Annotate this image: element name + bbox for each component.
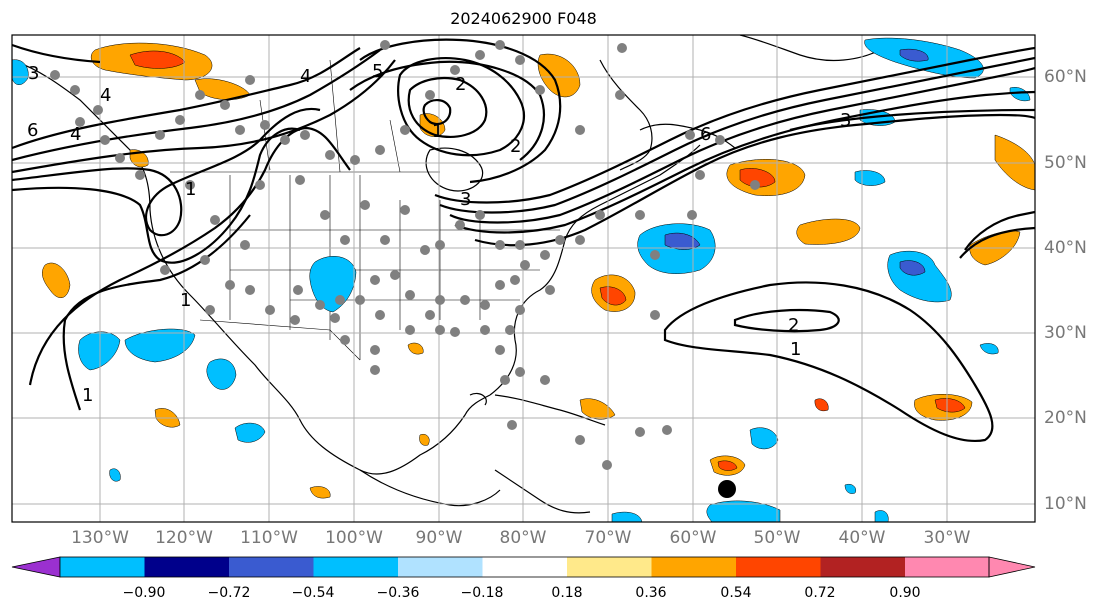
lon-label: 120°W — [155, 528, 213, 548]
coastlines — [12, 35, 881, 514]
contour-label: 1 — [790, 339, 801, 360]
contour-lines — [12, 38, 1035, 443]
contour-label: 2 — [455, 74, 466, 95]
lon-label: 50°W — [753, 528, 801, 548]
lat-label: 60°N — [1044, 67, 1087, 87]
colorbar-segment — [229, 557, 314, 577]
lon-label: 40°W — [838, 528, 886, 548]
colorbar-label: −0.54 — [291, 585, 335, 601]
contour-label: 3 — [840, 110, 851, 131]
colorbar-label: 0.36 — [635, 585, 667, 601]
contour-label: 1 — [82, 385, 93, 406]
contour-label: 2 — [788, 315, 799, 336]
weather-map: 3 4 5 2 1 6 4 3 1 2 1 2 1 6 3 1 4 — [11, 34, 1036, 523]
colorbar-low-extend — [11, 556, 61, 578]
lon-label: 130°W — [71, 528, 129, 548]
anomaly-shading — [12, 37, 1035, 522]
colorbar-segment — [60, 557, 145, 577]
contour-label: 3 — [28, 63, 39, 84]
contour-label: 1 — [185, 179, 196, 200]
contour-label: 4 — [100, 85, 111, 106]
colorbar-label: 0.72 — [804, 585, 836, 601]
contour-label: 3 — [460, 189, 471, 210]
lat-label: 10°N — [1044, 494, 1087, 514]
lon-label: 30°W — [923, 528, 971, 548]
lon-label: 100°W — [325, 528, 383, 548]
colorbar-segment — [398, 557, 483, 577]
contour-labels: 3 4 5 2 1 6 4 3 1 2 1 2 1 6 3 1 4 — [27, 61, 851, 406]
storm-center-marker — [718, 480, 736, 498]
colorbar-label: −0.18 — [460, 585, 504, 601]
station-dots — [50, 40, 760, 470]
colorbar-label: 0.54 — [720, 585, 752, 601]
lon-label: 90°W — [415, 528, 463, 548]
contour-label: 6 — [27, 120, 38, 141]
colorbar-segment — [905, 557, 989, 577]
lon-label: 80°W — [499, 528, 547, 548]
colorbar-label: −0.36 — [376, 585, 420, 601]
lon-label: 60°W — [669, 528, 717, 548]
contour-label: 6 — [700, 124, 711, 145]
colorbar-segment — [313, 557, 398, 577]
contour-label: 4 — [300, 66, 311, 87]
lat-label: 50°N — [1044, 153, 1087, 173]
colorbar-label: −0.72 — [207, 585, 251, 601]
contour-label: 1 — [180, 290, 191, 311]
colorbar-label: 0.90 — [889, 585, 921, 601]
lat-label: 40°N — [1044, 238, 1087, 258]
lat-label: 30°N — [1044, 323, 1087, 343]
colorbar-label: 0.18 — [551, 585, 583, 601]
lon-label: 70°W — [584, 528, 632, 548]
colorbar-segment — [567, 557, 652, 577]
colorbar-high-extend — [988, 556, 1036, 578]
lat-label: 20°N — [1044, 408, 1087, 428]
contour-label: 1 — [432, 121, 443, 142]
colorbar-label: −0.90 — [122, 585, 166, 601]
contour-label: 4 — [70, 124, 81, 145]
map-frame — [11, 34, 1036, 523]
colorbar-segment — [482, 557, 567, 577]
colorbar-segment — [820, 557, 905, 577]
colorbar-segment — [736, 557, 821, 577]
contour-label: 5 — [372, 61, 383, 82]
colorbar — [11, 556, 1036, 578]
lon-label: 110°W — [240, 528, 298, 548]
colorbar-segment — [144, 557, 229, 577]
colorbar-segment — [651, 557, 736, 577]
map-title: 2024062900 F048 — [450, 9, 597, 28]
contour-label: 2 — [510, 136, 521, 157]
